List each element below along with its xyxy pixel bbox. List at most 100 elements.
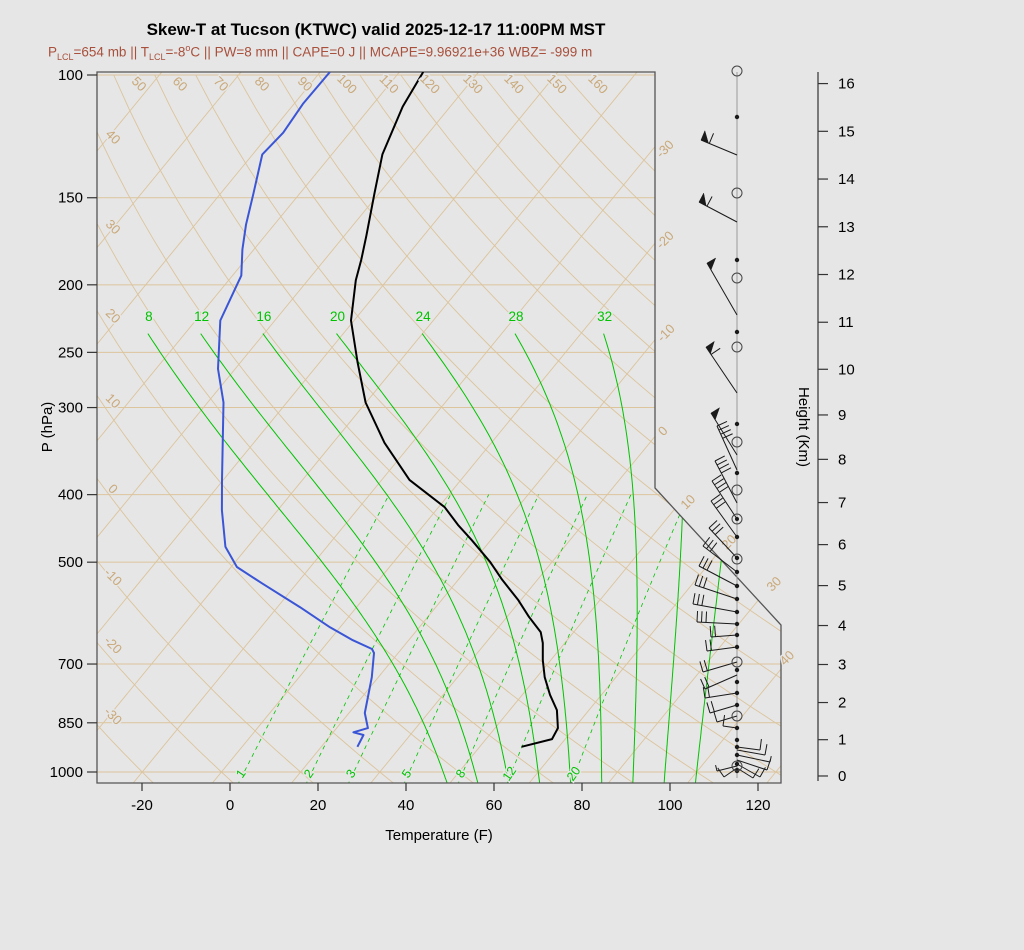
station-circle xyxy=(731,272,743,284)
wind-barb-feather xyxy=(721,467,732,474)
wind-barb-feather xyxy=(766,759,771,771)
wind-barb-feather xyxy=(696,593,700,605)
isotherm-line xyxy=(132,72,727,783)
pressure-tick-label: 1000 xyxy=(50,764,83,781)
wind-barb-feather xyxy=(717,767,725,778)
height-tick-label: 12 xyxy=(838,267,855,284)
wind-barb xyxy=(705,340,738,394)
wind-barb-feather xyxy=(710,494,721,502)
wind-barb-staff xyxy=(736,763,761,778)
station-dot xyxy=(734,621,740,627)
wind-barb-column xyxy=(692,65,772,779)
dry-adiabat-line xyxy=(277,74,781,783)
wind-barb xyxy=(706,257,738,316)
wind-barb-staff xyxy=(692,603,738,613)
wind-barb-staff xyxy=(696,621,738,625)
height-tick-label: 16 xyxy=(838,76,855,93)
station-dot xyxy=(734,690,740,696)
dry-adiabat-line xyxy=(195,74,781,783)
wind-barb-feather xyxy=(706,196,713,207)
line-label: 28 xyxy=(508,309,523,324)
wind-barb-feather xyxy=(699,661,704,673)
wind-barb-feather xyxy=(701,594,705,606)
wind-barb-feather xyxy=(764,744,768,756)
wind-barb-staff xyxy=(716,765,738,772)
station-circle xyxy=(731,484,743,496)
moist-adiabat-line xyxy=(200,333,479,783)
line-label: 5 xyxy=(399,767,414,781)
wind-barb-staff xyxy=(694,584,738,600)
dry-adiabat-line xyxy=(318,74,781,783)
wind-barb-feather xyxy=(706,702,711,714)
wind-barb-feather xyxy=(708,520,718,529)
wind-barb-feather xyxy=(752,768,760,779)
wind-barb xyxy=(698,192,738,223)
isotherm-line xyxy=(97,72,331,783)
station-dot xyxy=(734,702,740,708)
plot-border xyxy=(96,71,782,784)
line-labels-layer: 50 60 70 80 90 100 110 120 130 140 150 160403020100… xyxy=(100,69,799,785)
height-tick-label: 8 xyxy=(838,451,846,468)
subtitle-segment: LCL xyxy=(57,52,74,63)
wind-barb xyxy=(702,686,738,699)
wind-barb-flag xyxy=(706,257,717,271)
wind-barb-feather xyxy=(703,660,708,671)
height-tick-label: 14 xyxy=(838,171,855,188)
wind-barb xyxy=(722,715,738,729)
dry-adiabat-line xyxy=(441,74,781,783)
wind-barb-feather xyxy=(704,676,710,688)
wind-barb-feather xyxy=(707,686,710,698)
pressure-tick-label: 200 xyxy=(58,277,83,294)
dry-adiabat-line xyxy=(97,74,398,783)
pressure-axis-title: P (hPa) xyxy=(39,402,56,453)
isotherm-line xyxy=(370,72,781,783)
wind-barb-feather xyxy=(714,455,725,462)
wind-barb-staff xyxy=(736,749,766,756)
moist-adiabat-line xyxy=(147,333,449,783)
moist-adiabat-line xyxy=(663,333,685,783)
wind-barb-staff xyxy=(698,565,738,587)
line-label: 20 xyxy=(564,764,583,783)
temperature-curve xyxy=(350,72,559,748)
subtitle-segment: =654 mb || T xyxy=(73,44,149,60)
isotherm-line xyxy=(291,72,781,783)
wind-barb-feather xyxy=(710,701,715,712)
mixing-ratio-line xyxy=(237,494,390,783)
wind-barb xyxy=(736,744,768,756)
station-circled-dot-center xyxy=(735,517,739,521)
station-dot xyxy=(734,470,740,476)
wind-barb-staff xyxy=(704,692,738,699)
wind-barb-staff xyxy=(706,646,738,652)
station-circle xyxy=(731,553,743,565)
station-circle xyxy=(731,656,743,668)
station-dot xyxy=(734,114,740,120)
wind-barb-feather xyxy=(703,577,708,589)
wind-barb xyxy=(709,625,738,638)
wind-barb-feather xyxy=(713,711,718,723)
wind-barb-staff xyxy=(704,674,738,690)
wind-barb-feather xyxy=(706,539,714,550)
wind-barb-staff xyxy=(705,346,738,394)
wind-barb-feather xyxy=(709,639,712,651)
station-dot xyxy=(734,737,740,743)
wind-barb-feather xyxy=(759,739,762,751)
temperature-tick-label: 80 xyxy=(574,797,591,814)
wind-barb-feather xyxy=(711,523,721,532)
dry-adiabat-line xyxy=(482,74,781,783)
subtitle-segment: LCL xyxy=(148,52,166,63)
wind-barb-half-feather xyxy=(715,765,718,772)
moist-adiabat-line xyxy=(603,333,638,783)
wind-barb-feather xyxy=(706,560,713,571)
pressure-tick-label: 150 xyxy=(58,190,83,207)
height-tick-label: 1 xyxy=(838,732,846,749)
wind-barb-feather xyxy=(714,478,724,486)
line-label: 16 xyxy=(256,309,271,324)
wind-barb xyxy=(694,574,738,600)
wind-barb-feather xyxy=(702,536,711,547)
wind-barb-feather xyxy=(709,542,718,552)
temperature-axis-title: Temperature (F) xyxy=(385,827,493,844)
station-dot xyxy=(734,329,740,335)
dry-adiabat-line xyxy=(97,74,559,783)
